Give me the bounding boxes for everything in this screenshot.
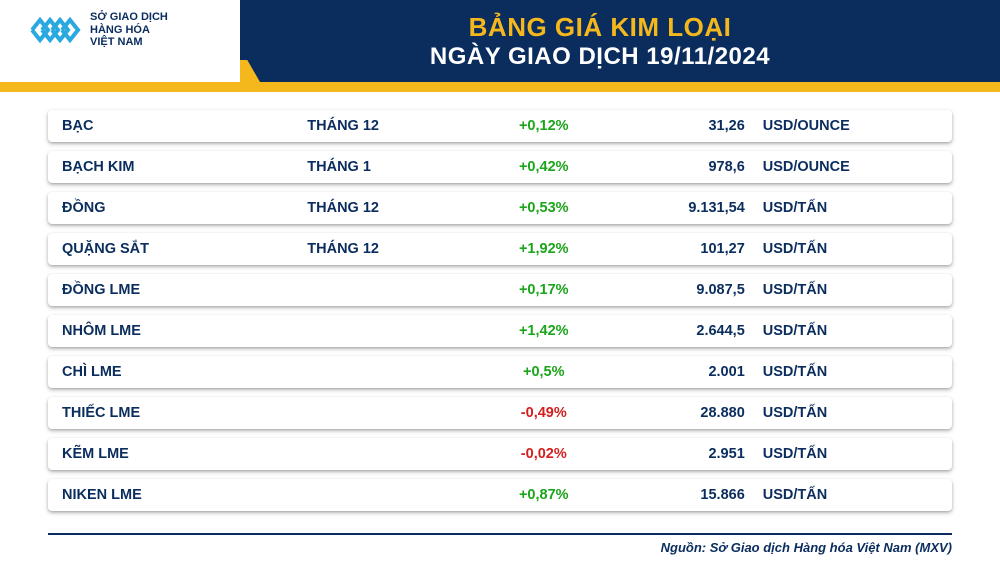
cell-change: -0,02% [465,446,623,462]
cell-change: -0,49% [465,405,623,421]
cell-name: KẼM LME [62,446,307,462]
cell-month: THÁNG 12 [307,241,465,257]
header: BẢNG GIÁ KIM LOẠI NGÀY GIAO DỊCH 19/11/2… [0,0,1000,90]
logo-text-line2: HÀNG HÓA [90,24,168,37]
table-row: QUẶNG SẮTTHÁNG 12+1,92%101,27USD/TẤN [48,233,952,265]
footer-source: Nguồn: Sở Giao dịch Hàng hóa Việt Nam (M… [661,540,952,555]
cell-price: 31,26 [623,118,763,134]
cell-name: NHÔM LME [62,323,307,339]
cell-unit: USD/TẤN [763,364,938,380]
cell-unit: USD/TẤN [763,200,938,216]
cell-unit: USD/TẤN [763,282,938,298]
cell-price: 978,6 [623,159,763,175]
cell-change: +0,42% [465,159,623,175]
cell-month: THÁNG 1 [307,159,465,175]
price-table: BẠCTHÁNG 12+0,12%31,26USD/OUNCEBẠCH KIMT… [0,90,1000,511]
cell-unit: USD/TẤN [763,405,938,421]
cell-unit: USD/TẤN [763,241,938,257]
table-row: NIKEN LME +0,87%15.866USD/TẤN [48,479,952,511]
table-row: ĐỒNGTHÁNG 12+0,53%9.131,54USD/TẤN [48,192,952,224]
cell-change: +0,5% [465,364,623,380]
cell-name: BẠCH KIM [62,159,307,175]
logo-icon [28,10,82,50]
cell-unit: USD/TẤN [763,487,938,503]
cell-name: ĐỒNG LME [62,282,307,298]
header-banner: BẢNG GIÁ KIM LOẠI NGÀY GIAO DỊCH 19/11/2… [200,0,1000,82]
cell-price: 2.951 [623,446,763,462]
logo-text: SỞ GIAO DỊCH HÀNG HÓA VIỆT NAM [90,11,168,49]
logo-text-line3: VIỆT NAM [90,36,168,49]
cell-unit: USD/TẤN [763,323,938,339]
cell-name: NIKEN LME [62,487,307,503]
table-row: ĐỒNG LME +0,17%9.087,5USD/TẤN [48,274,952,306]
cell-change: +0,17% [465,282,623,298]
title-line-1: BẢNG GIÁ KIM LOẠI [469,12,732,43]
footer-divider [48,533,952,535]
cell-price: 9.087,5 [623,282,763,298]
logo: SỞ GIAO DỊCH HÀNG HÓA VIỆT NAM [28,10,168,50]
cell-name: ĐỒNG [62,200,307,216]
cell-price: 2.644,5 [623,323,763,339]
cell-change: +0,12% [465,118,623,134]
table-row: KẼM LME -0,02%2.951USD/TẤN [48,438,952,470]
cell-change: +0,87% [465,487,623,503]
cell-month: THÁNG 12 [307,200,465,216]
cell-price: 9.131,54 [623,200,763,216]
table-row: NHÔM LME +1,42%2.644,5USD/TẤN [48,315,952,347]
table-row: BẠCH KIMTHÁNG 1+0,42%978,6USD/OUNCE [48,151,952,183]
cell-unit: USD/TẤN [763,446,938,462]
table-row: THIẾC LME -0,49%28.880USD/TẤN [48,397,952,429]
cell-price: 101,27 [623,241,763,257]
table-row: CHÌ LME +0,5%2.001USD/TẤN [48,356,952,388]
cell-change: +1,92% [465,241,623,257]
cell-price: 2.001 [623,364,763,380]
header-accent-bar [0,82,1000,92]
cell-name: CHÌ LME [62,364,307,380]
cell-name: BẠC [62,118,307,134]
cell-price: 28.880 [623,405,763,421]
cell-unit: USD/OUNCE [763,118,938,134]
cell-price: 15.866 [623,487,763,503]
cell-month: THÁNG 12 [307,118,465,134]
cell-change: +0,53% [465,200,623,216]
logo-text-line1: SỞ GIAO DỊCH [90,11,168,24]
cell-name: THIẾC LME [62,405,307,421]
cell-unit: USD/OUNCE [763,159,938,175]
title-line-2: NGÀY GIAO DỊCH 19/11/2024 [430,43,770,71]
table-row: BẠCTHÁNG 12+0,12%31,26USD/OUNCE [48,110,952,142]
cell-change: +1,42% [465,323,623,339]
cell-name: QUẶNG SẮT [62,241,307,257]
